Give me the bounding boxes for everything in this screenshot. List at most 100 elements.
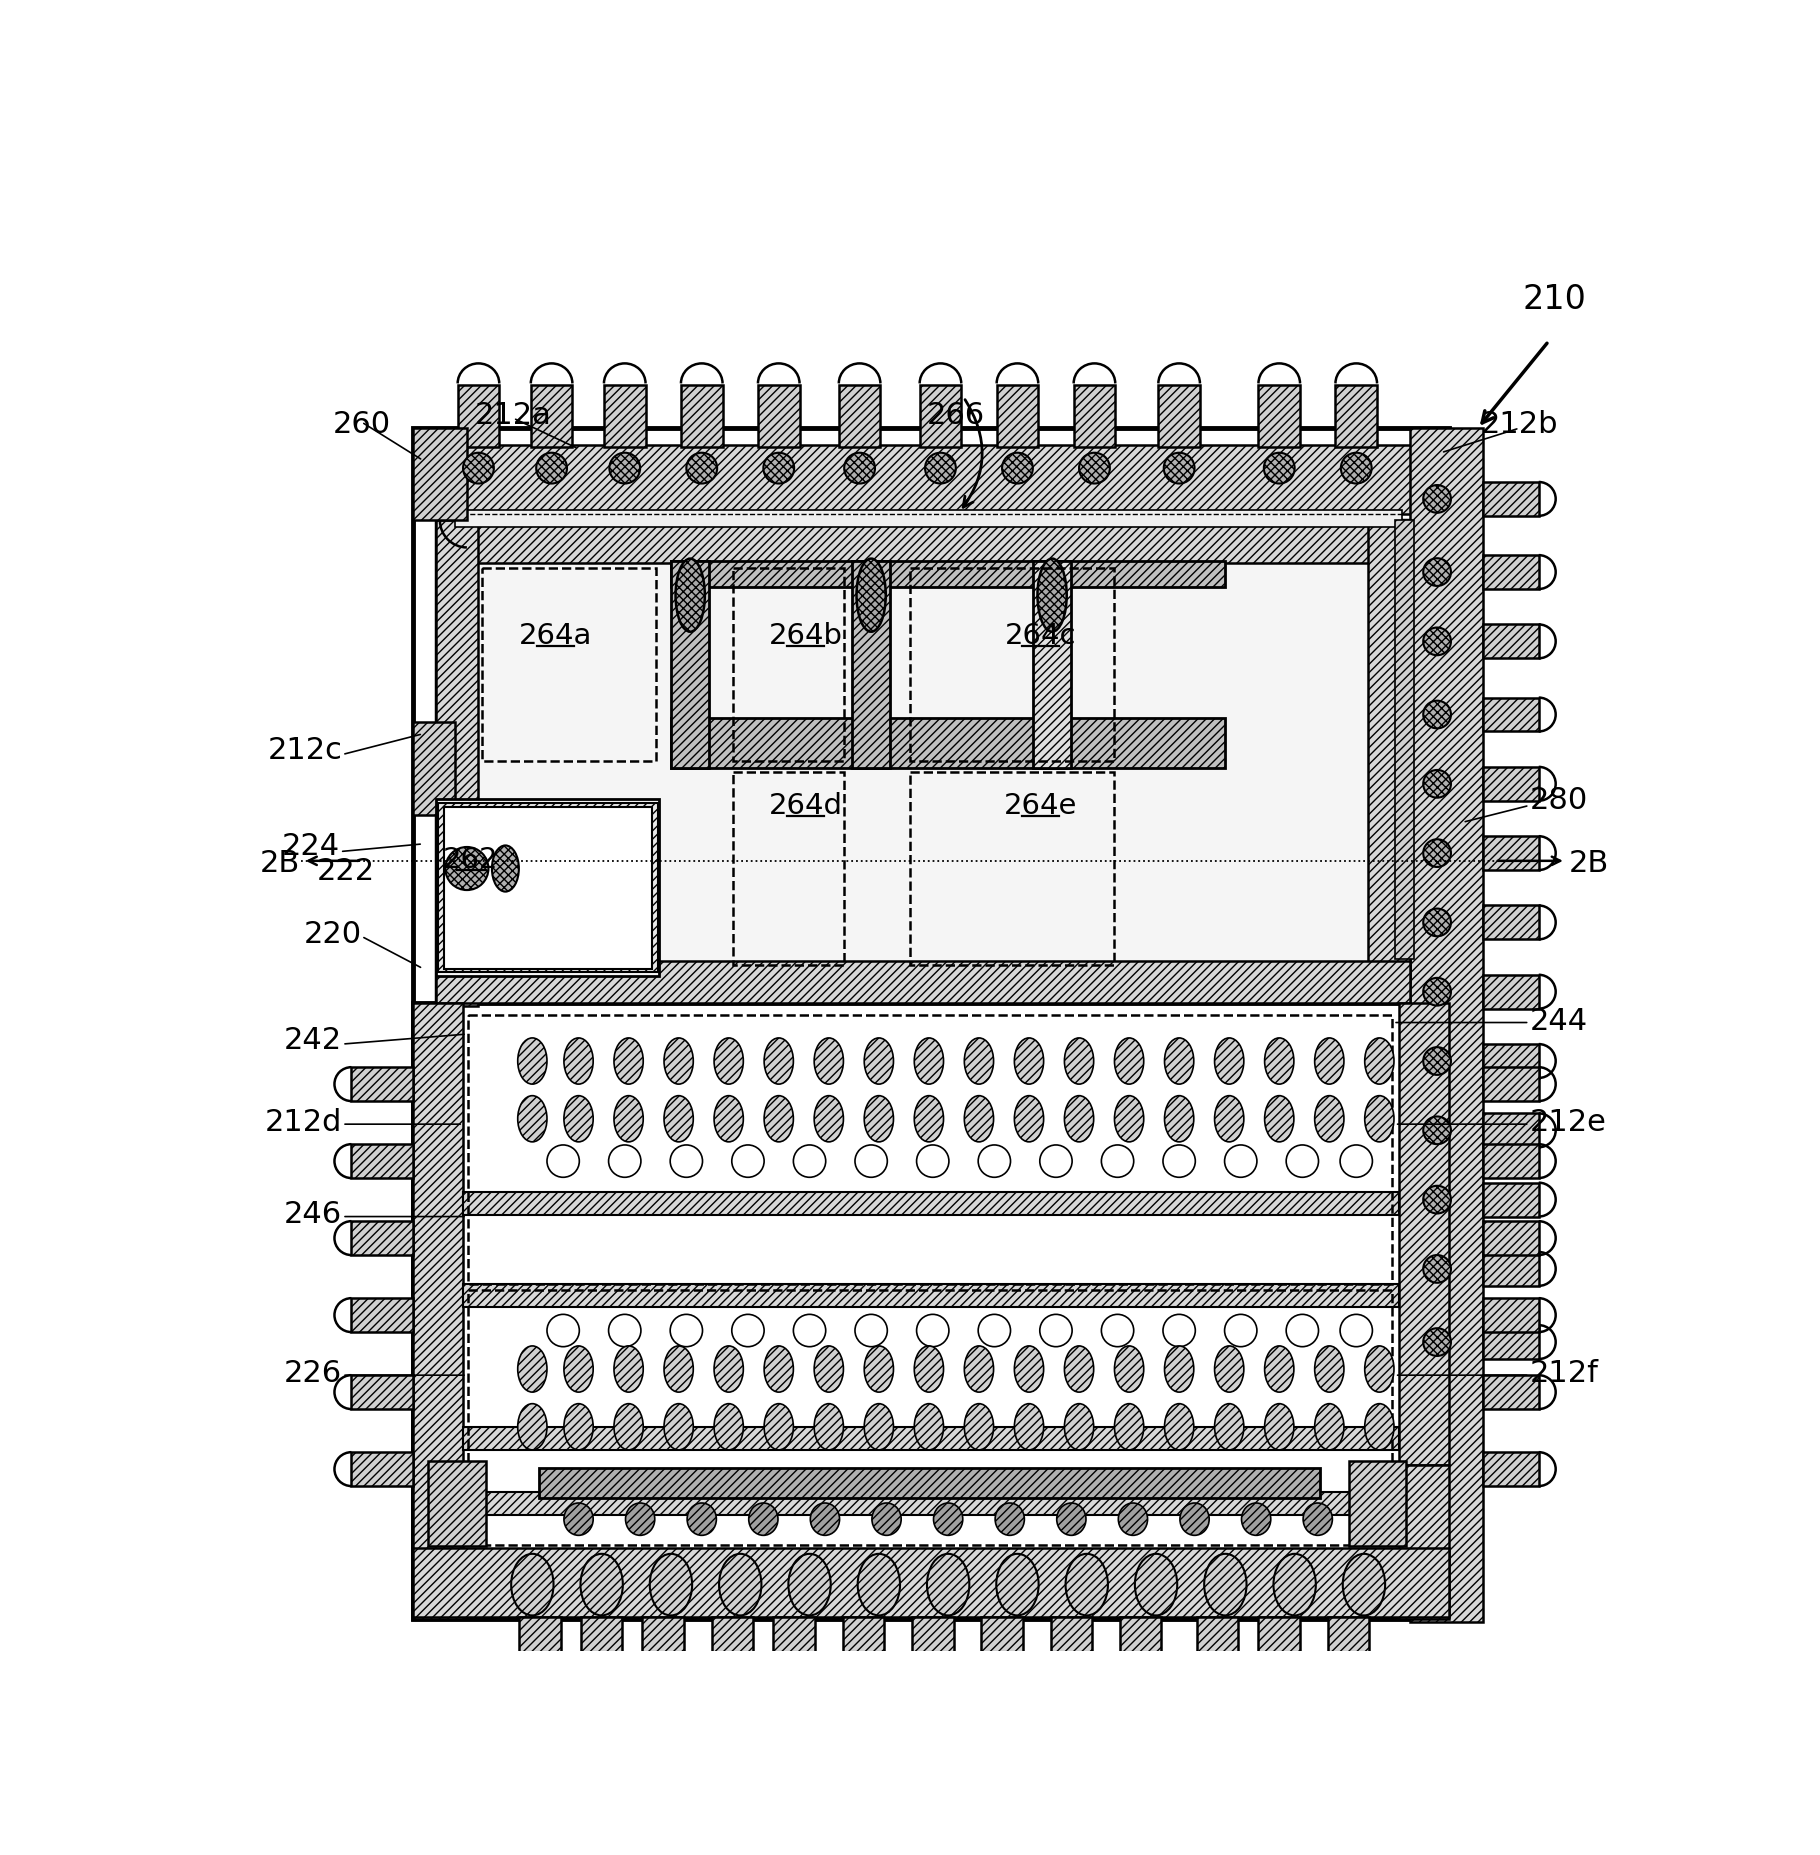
Ellipse shape bbox=[1114, 1096, 1143, 1143]
Bar bbox=[774, 1618, 815, 1673]
Text: 264b: 264b bbox=[768, 621, 843, 649]
Ellipse shape bbox=[675, 560, 704, 633]
Ellipse shape bbox=[1163, 1145, 1196, 1178]
Bar bbox=[672, 720, 1225, 770]
Ellipse shape bbox=[764, 1096, 794, 1143]
Text: 244: 244 bbox=[1529, 1007, 1587, 1035]
Ellipse shape bbox=[1065, 1347, 1094, 1393]
Text: 264a: 264a bbox=[519, 621, 592, 649]
Ellipse shape bbox=[1265, 1096, 1294, 1143]
Ellipse shape bbox=[664, 1096, 693, 1143]
Bar bbox=[732, 774, 844, 965]
Ellipse shape bbox=[914, 1404, 943, 1451]
Ellipse shape bbox=[664, 1039, 693, 1085]
Ellipse shape bbox=[1114, 1347, 1143, 1393]
Ellipse shape bbox=[864, 1404, 894, 1451]
Ellipse shape bbox=[491, 846, 519, 892]
Bar bbox=[413, 723, 455, 814]
Ellipse shape bbox=[1179, 1503, 1208, 1536]
Bar bbox=[351, 1375, 413, 1410]
Ellipse shape bbox=[732, 1145, 764, 1178]
Bar bbox=[604, 386, 646, 447]
Ellipse shape bbox=[608, 1145, 641, 1178]
Bar bbox=[910, 569, 1114, 761]
Bar bbox=[351, 1145, 413, 1178]
Text: 2B: 2B bbox=[1569, 848, 1609, 877]
Bar bbox=[1483, 837, 1538, 870]
Ellipse shape bbox=[1065, 1039, 1094, 1085]
Bar bbox=[444, 807, 652, 968]
Bar bbox=[1483, 1222, 1538, 1256]
Ellipse shape bbox=[1225, 1315, 1258, 1347]
Ellipse shape bbox=[670, 1315, 703, 1347]
Ellipse shape bbox=[1117, 1503, 1148, 1536]
Bar bbox=[468, 1291, 1392, 1545]
Ellipse shape bbox=[1274, 1554, 1316, 1616]
Text: 246: 246 bbox=[284, 1200, 342, 1228]
Bar bbox=[1483, 1375, 1538, 1410]
Bar bbox=[437, 445, 1425, 516]
Ellipse shape bbox=[810, 1503, 839, 1536]
Text: 2B: 2B bbox=[260, 848, 300, 877]
Ellipse shape bbox=[1165, 1096, 1194, 1143]
Bar bbox=[642, 1618, 684, 1673]
Ellipse shape bbox=[764, 1347, 794, 1393]
Ellipse shape bbox=[713, 1404, 743, 1451]
Circle shape bbox=[1423, 840, 1451, 868]
Ellipse shape bbox=[965, 1096, 994, 1143]
Ellipse shape bbox=[664, 1404, 693, 1451]
Bar bbox=[1329, 1618, 1369, 1673]
Circle shape bbox=[1423, 1185, 1451, 1213]
Circle shape bbox=[1423, 1256, 1451, 1284]
Bar bbox=[351, 1068, 413, 1102]
Ellipse shape bbox=[713, 1347, 743, 1393]
Ellipse shape bbox=[1340, 1315, 1372, 1347]
Text: 242: 242 bbox=[284, 1026, 342, 1054]
Bar bbox=[413, 1004, 1449, 1619]
Ellipse shape bbox=[1287, 1145, 1318, 1178]
Bar bbox=[1483, 905, 1538, 940]
Bar bbox=[681, 386, 723, 447]
Circle shape bbox=[1423, 701, 1451, 729]
Ellipse shape bbox=[914, 1347, 943, 1393]
Bar bbox=[1398, 1004, 1449, 1465]
Ellipse shape bbox=[1365, 1404, 1394, 1451]
Circle shape bbox=[1423, 629, 1451, 657]
Ellipse shape bbox=[748, 1503, 777, 1536]
Ellipse shape bbox=[1057, 1503, 1087, 1536]
Circle shape bbox=[1163, 453, 1194, 484]
Ellipse shape bbox=[1014, 1039, 1043, 1085]
Text: 264c: 264c bbox=[1005, 621, 1076, 649]
Ellipse shape bbox=[1314, 1404, 1343, 1451]
Bar bbox=[519, 1618, 561, 1673]
Text: 212f: 212f bbox=[1529, 1358, 1598, 1388]
Bar bbox=[462, 1493, 1398, 1516]
Ellipse shape bbox=[1287, 1315, 1318, 1347]
Ellipse shape bbox=[1214, 1347, 1243, 1393]
Circle shape bbox=[1079, 453, 1110, 484]
Ellipse shape bbox=[996, 1554, 1039, 1616]
Ellipse shape bbox=[1225, 1145, 1258, 1178]
Ellipse shape bbox=[1365, 1347, 1394, 1393]
Text: 220: 220 bbox=[304, 920, 362, 950]
Bar bbox=[757, 386, 799, 447]
Ellipse shape bbox=[857, 560, 886, 633]
Bar bbox=[437, 521, 479, 1005]
Ellipse shape bbox=[564, 1404, 593, 1451]
Bar bbox=[437, 521, 1410, 564]
Ellipse shape bbox=[764, 1039, 794, 1085]
Ellipse shape bbox=[1314, 1347, 1343, 1393]
Ellipse shape bbox=[1165, 1039, 1194, 1085]
Ellipse shape bbox=[864, 1096, 894, 1143]
Ellipse shape bbox=[965, 1347, 994, 1393]
Ellipse shape bbox=[1039, 1145, 1072, 1178]
Text: 260: 260 bbox=[333, 410, 391, 440]
Circle shape bbox=[925, 453, 956, 484]
Bar bbox=[1483, 1183, 1538, 1217]
Circle shape bbox=[1423, 558, 1451, 586]
Ellipse shape bbox=[517, 1347, 548, 1393]
Ellipse shape bbox=[864, 1039, 894, 1085]
Bar bbox=[1258, 1618, 1299, 1673]
Bar bbox=[581, 1618, 622, 1673]
Bar bbox=[413, 1547, 1449, 1618]
